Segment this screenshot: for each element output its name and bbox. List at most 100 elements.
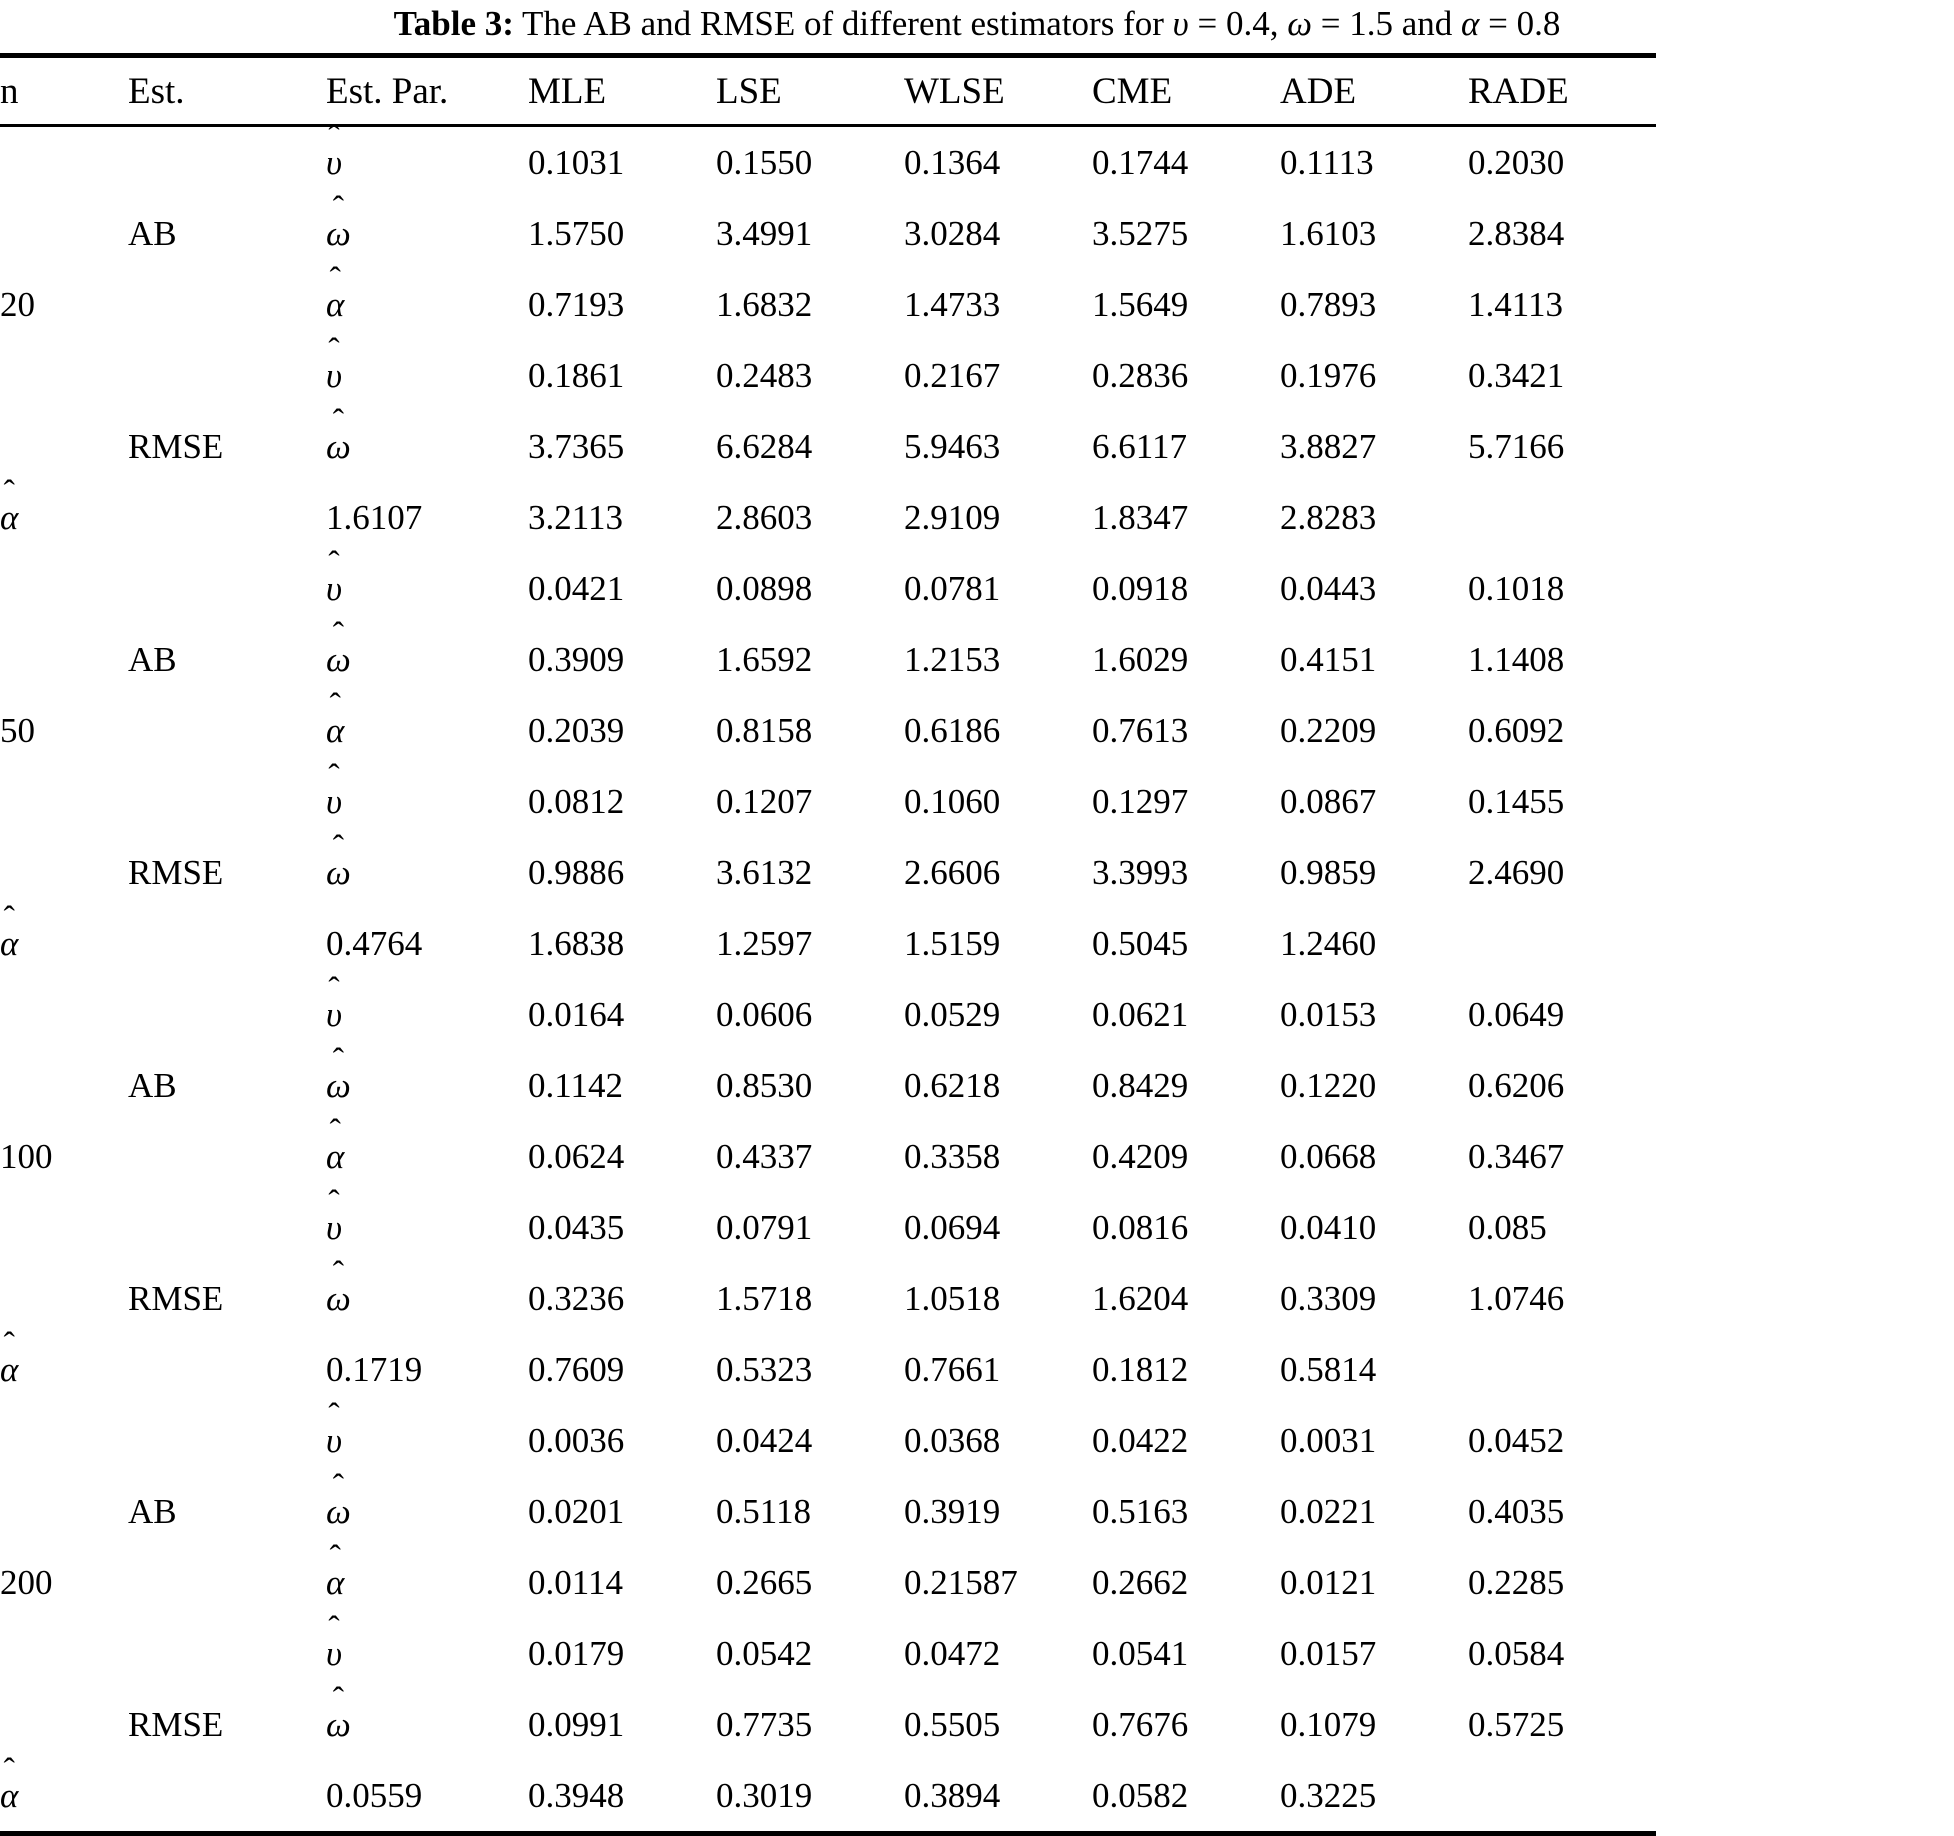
table-row: ̂α 0.2039 0.8158 0.6186 0.7613 0.2209 0.6092 <box>0 695 1954 766</box>
omega-hat-glyph: ̂ω <box>326 1492 351 1529</box>
table-row: ̂ω 1.5750 3.4991 3.0284 3.5275 1.6103 2.8384 <box>0 198 1954 269</box>
value-cell: 1.0746 <box>1468 1278 1565 1318</box>
value-cell: 0.7193 <box>528 284 625 324</box>
value-cell: 0.1031 <box>528 142 625 182</box>
value-cell: 0.1455 <box>1468 781 1565 821</box>
estimated-parameter-omega-hat: ̂ω <box>326 1050 528 1121</box>
estimated-parameter-omega-hat: ̂ω <box>326 411 528 482</box>
value-cell: 0.0031 <box>1280 1420 1377 1460</box>
estimated-parameter-upsilon-hat: ̂υ <box>326 1192 528 1263</box>
estimated-parameter-omega-hat: ̂ω <box>326 837 528 908</box>
omega-hat-glyph: ̂ω <box>326 427 351 464</box>
value-cell: 0.3225 <box>1280 1775 1377 1815</box>
upsilon-hat-glyph: ̂υ <box>326 356 342 393</box>
estimated-parameter-upsilon-hat: ̂υ <box>326 126 528 199</box>
value-cell: 3.7365 <box>528 426 625 466</box>
value-cell: 0.0452 <box>1468 1420 1565 1460</box>
value-cell: 2.8283 <box>1280 497 1377 537</box>
value-cell: 1.5750 <box>528 213 625 253</box>
table-row: 50 AB̂υ 0.0421 0.0898 0.0781 0.0918 0.0443 0.10… <box>0 553 1954 750</box>
table-row: RMSÊυ 0.1861 0.2483 0.2167 0.2836 0.1976 0.34… <box>0 340 1954 466</box>
value-cell: 0.0153 <box>1280 994 1377 1034</box>
omega-hat-base: ω <box>326 426 351 466</box>
value-cell: 0.3919 <box>904 1491 1001 1531</box>
table-row: ̂ω 0.3909 1.6592 1.2153 1.6029 0.4151 1.1408 <box>0 624 1954 695</box>
value-cell: 2.8384 <box>1468 213 1565 253</box>
estimated-parameter-alpha-hat: ̂α <box>0 908 128 979</box>
value-cell: 0.8530 <box>716 1065 813 1105</box>
table-row: RMSÊυ 0.0812 0.1207 0.1060 0.1297 0.0867 0.14… <box>0 766 1954 892</box>
value-cell: 0.1297 <box>1092 781 1189 821</box>
column-header-est-par: Est. Par. <box>326 70 449 112</box>
value-cell: 0.1719 <box>326 1349 423 1389</box>
value-cell: 0.9886 <box>528 852 625 892</box>
upsilon-hat-base: υ <box>326 994 343 1034</box>
value-cell: 0.5163 <box>1092 1491 1189 1531</box>
alpha-hat-glyph: ̂α <box>326 285 344 322</box>
value-cell: 0.8158 <box>716 710 813 750</box>
column-header-rade: RADE <box>1468 70 1569 112</box>
upsilon-hat-base: υ <box>326 568 343 608</box>
value-cell: 0.0559 <box>326 1775 423 1815</box>
value-cell: 1.1408 <box>1468 639 1565 679</box>
value-cell: 0.1744 <box>1092 142 1189 182</box>
upsilon-hat-glyph: ̂υ <box>326 995 342 1032</box>
value-cell: 0.3948 <box>528 1775 625 1815</box>
caption-omega-symbol: ω <box>1287 4 1312 43</box>
value-cell: 5.9463 <box>904 426 1001 466</box>
measure-label: RMSE <box>128 426 224 466</box>
sample-size-label: 50 <box>0 710 35 750</box>
measure-label: AB <box>128 639 177 679</box>
value-cell: 0.3309 <box>1280 1278 1377 1318</box>
measure-label: RMSE <box>128 1704 224 1744</box>
value-cell: 3.0284 <box>904 213 1001 253</box>
value-cell: 0.1364 <box>904 142 1001 182</box>
value-cell: 0.085 <box>1468 1207 1547 1247</box>
measure-label: RMSE <box>128 852 224 892</box>
table-row: ̂α 0.7193 1.6832 1.4733 1.5649 0.7893 1.4113 <box>0 269 1954 340</box>
caption-alpha-value: = 0.8 <box>1488 4 1561 43</box>
value-cell: 0.1079 <box>1280 1704 1377 1744</box>
table-row: ̂ω 0.0991 0.7735 0.5505 0.7676 0.1079 0.5725 <box>0 1689 1954 1760</box>
value-cell: 0.1220 <box>1280 1065 1377 1105</box>
value-cell: 0.5323 <box>716 1349 813 1389</box>
measure-label: AB <box>128 213 177 253</box>
value-cell: 0.2209 <box>1280 710 1377 750</box>
measure-label: RMSE <box>128 1278 224 1318</box>
value-cell: 0.1550 <box>716 142 813 182</box>
value-cell: 0.0918 <box>1092 568 1189 608</box>
column-header-n: n <box>0 70 19 112</box>
value-cell: 2.8603 <box>716 497 813 537</box>
value-cell: 0.4035 <box>1468 1491 1565 1531</box>
alpha-hat-base: α <box>326 284 345 324</box>
value-cell: 0.6092 <box>1468 710 1565 750</box>
measure-label: AB <box>128 1491 177 1531</box>
omega-hat-base: ω <box>326 852 351 892</box>
table-row: 200 AB̂υ 0.0036 0.0424 0.0368 0.0422 0.0031 0.0… <box>0 1405 1954 1602</box>
estimated-parameter-upsilon-hat: ̂υ <box>326 340 528 411</box>
value-cell: 0.0542 <box>716 1633 813 1673</box>
estimated-parameter-omega-hat: ̂ω <box>326 1263 528 1334</box>
value-cell: 0.4209 <box>1092 1136 1189 1176</box>
value-cell: 0.0157 <box>1280 1633 1377 1673</box>
value-cell: 0.21587 <box>904 1562 1018 1602</box>
value-cell: 1.5649 <box>1092 284 1189 324</box>
value-cell: 0.0424 <box>716 1420 813 1460</box>
value-cell: 3.8827 <box>1280 426 1377 466</box>
alpha-hat-glyph: ̂α <box>326 1563 344 1600</box>
measure-label: AB <box>128 1065 177 1105</box>
value-cell: 1.6832 <box>716 284 813 324</box>
alpha-hat-glyph: ̂α <box>0 498 18 535</box>
value-cell: 0.7609 <box>528 1349 625 1389</box>
omega-hat-base: ω <box>326 1491 351 1531</box>
table-bottom-rule <box>0 1829 1954 1836</box>
table-row: 20 AB̂υ 0.1031 0.1550 0.1364 0.1744 0.1113 0.20… <box>0 126 1954 324</box>
value-cell: 0.0179 <box>528 1633 625 1673</box>
alpha-hat-base: α <box>0 1775 19 1815</box>
value-cell: 1.6204 <box>1092 1278 1189 1318</box>
value-cell: 0.0781 <box>904 568 1001 608</box>
value-cell: 0.0621 <box>1092 994 1189 1034</box>
value-cell: 0.0422 <box>1092 1420 1189 1460</box>
table-row: 100 AB̂υ 0.0164 0.0606 0.0529 0.0621 0.0153 0.0… <box>0 979 1954 1176</box>
value-cell: 0.0694 <box>904 1207 1001 1247</box>
